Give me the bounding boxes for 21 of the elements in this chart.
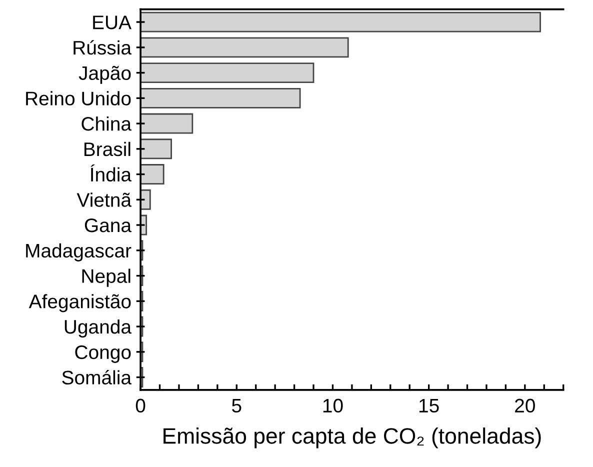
y-tick-label: Brasil <box>84 142 130 156</box>
x-tick-label: 20 <box>515 398 535 413</box>
x-axis-title: Emissão per capta de CO₂ (toneladas) <box>164 428 541 448</box>
y-tick-label: Reino Unido <box>26 91 131 106</box>
y-tick-label: Congo <box>75 345 131 363</box>
y-tick-label: Japão <box>78 66 131 84</box>
x-tick-label: 15 <box>419 398 439 413</box>
y-tick-label: Somália <box>62 370 132 384</box>
y-tick-label: EUA <box>93 16 132 30</box>
y-tick-label: Uganda <box>64 319 132 338</box>
x-tick-label: 5 <box>232 398 242 413</box>
y-tick-label: Madagascar <box>26 243 132 262</box>
y-tick-label: Índia <box>90 164 132 182</box>
y-tick-label: Vietnã <box>76 192 132 207</box>
x-tick-label: 0 <box>136 398 146 413</box>
y-tick-label: Rússia <box>74 40 132 55</box>
x-tick-label: 10 <box>323 398 343 413</box>
y-tick-label: Afeganistão <box>28 294 131 312</box>
y-tick-label: China <box>82 116 132 131</box>
y-tick-label: Gana <box>84 218 132 232</box>
y-tick-label: Nepal <box>82 268 130 287</box>
